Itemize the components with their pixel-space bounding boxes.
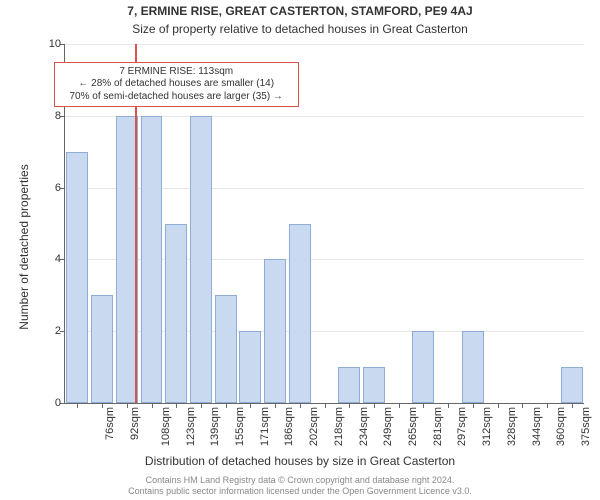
annot-line-2: ← 28% of detached houses are smaller (14… — [78, 78, 274, 89]
y-tick-label: 6 — [45, 182, 61, 194]
x-tick-mark — [77, 403, 78, 408]
x-tick-label: 375sqm — [580, 407, 592, 446]
x-tick-label: 218sqm — [333, 407, 345, 446]
x-tick-label: 171sqm — [259, 407, 271, 446]
y-axis-label: Number of detached properties — [17, 127, 31, 367]
x-tick-label: 108sqm — [160, 407, 172, 446]
histogram-plot-area: 024681076sqm92sqm108sqm123sqm139sqm155sq… — [64, 44, 584, 404]
histogram-bar — [141, 116, 163, 403]
histogram-bar — [462, 331, 484, 403]
x-tick-label: 139sqm — [209, 407, 221, 446]
x-tick-label: 92sqm — [129, 407, 141, 440]
annot-line-3: 70% of semi-detached houses are larger (… — [69, 91, 282, 102]
histogram-bar — [239, 331, 261, 403]
x-tick-mark — [423, 403, 424, 408]
footer-line-2: Contains public sector information licen… — [128, 486, 472, 496]
x-tick-mark — [522, 403, 523, 408]
histogram-bar — [412, 331, 434, 403]
x-tick-label: 297sqm — [456, 407, 468, 446]
x-tick-mark — [374, 403, 375, 408]
histogram-bar — [165, 224, 187, 404]
x-tick-mark — [448, 403, 449, 408]
x-tick-mark — [152, 403, 153, 408]
x-tick-mark — [250, 403, 251, 408]
y-tick-label: 10 — [45, 38, 61, 50]
chart-title-subtitle: Size of property relative to detached ho… — [0, 22, 600, 36]
x-tick-mark — [127, 403, 128, 408]
x-tick-label: 155sqm — [234, 407, 246, 446]
x-tick-mark — [547, 403, 548, 408]
histogram-bar — [215, 295, 237, 403]
histogram-bar — [363, 367, 385, 403]
y-tick-label: 8 — [45, 110, 61, 122]
histogram-bar — [91, 295, 113, 403]
x-tick-mark — [349, 403, 350, 408]
x-tick-label: 265sqm — [407, 407, 419, 446]
x-tick-label: 186sqm — [283, 407, 295, 446]
annotation-callout: 7 ERMINE RISE: 113sqm← 28% of detached h… — [54, 62, 299, 108]
x-tick-mark — [226, 403, 227, 408]
histogram-bar — [561, 367, 583, 403]
x-tick-label: 281sqm — [432, 407, 444, 446]
y-tick-label: 0 — [45, 397, 61, 409]
x-axis-label: Distribution of detached houses by size … — [0, 454, 600, 468]
gridline-h — [65, 44, 584, 45]
footer-line-1: Contains HM Land Registry data © Crown c… — [146, 475, 455, 485]
x-tick-mark — [275, 403, 276, 408]
x-tick-mark — [473, 403, 474, 408]
x-tick-mark — [300, 403, 301, 408]
x-tick-mark — [498, 403, 499, 408]
x-tick-label: 249sqm — [382, 407, 394, 446]
histogram-bar — [338, 367, 360, 403]
x-tick-mark — [176, 403, 177, 408]
histogram-bar — [289, 224, 311, 404]
x-tick-label: 360sqm — [555, 407, 567, 446]
x-tick-label: 328sqm — [506, 407, 518, 446]
x-tick-label: 312sqm — [481, 407, 493, 446]
histogram-bar — [264, 259, 286, 403]
x-tick-mark — [201, 403, 202, 408]
x-tick-mark — [102, 403, 103, 408]
x-tick-mark — [572, 403, 573, 408]
x-tick-label: 234sqm — [358, 407, 370, 446]
x-tick-label: 202sqm — [308, 407, 320, 446]
x-tick-label: 344sqm — [531, 407, 543, 446]
x-tick-mark — [325, 403, 326, 408]
y-tick-label: 4 — [45, 253, 61, 265]
y-tick-label: 2 — [45, 325, 61, 337]
x-tick-label: 123sqm — [185, 407, 197, 446]
annot-line-1: 7 ERMINE RISE: 113sqm — [119, 66, 233, 77]
histogram-bar — [190, 116, 212, 403]
chart-footer-attribution: Contains HM Land Registry data © Crown c… — [0, 475, 600, 496]
histogram-bar — [66, 152, 88, 403]
x-tick-mark — [399, 403, 400, 408]
chart-title-address: 7, ERMINE RISE, GREAT CASTERTON, STAMFOR… — [0, 4, 600, 18]
x-tick-label: 76sqm — [104, 407, 116, 440]
